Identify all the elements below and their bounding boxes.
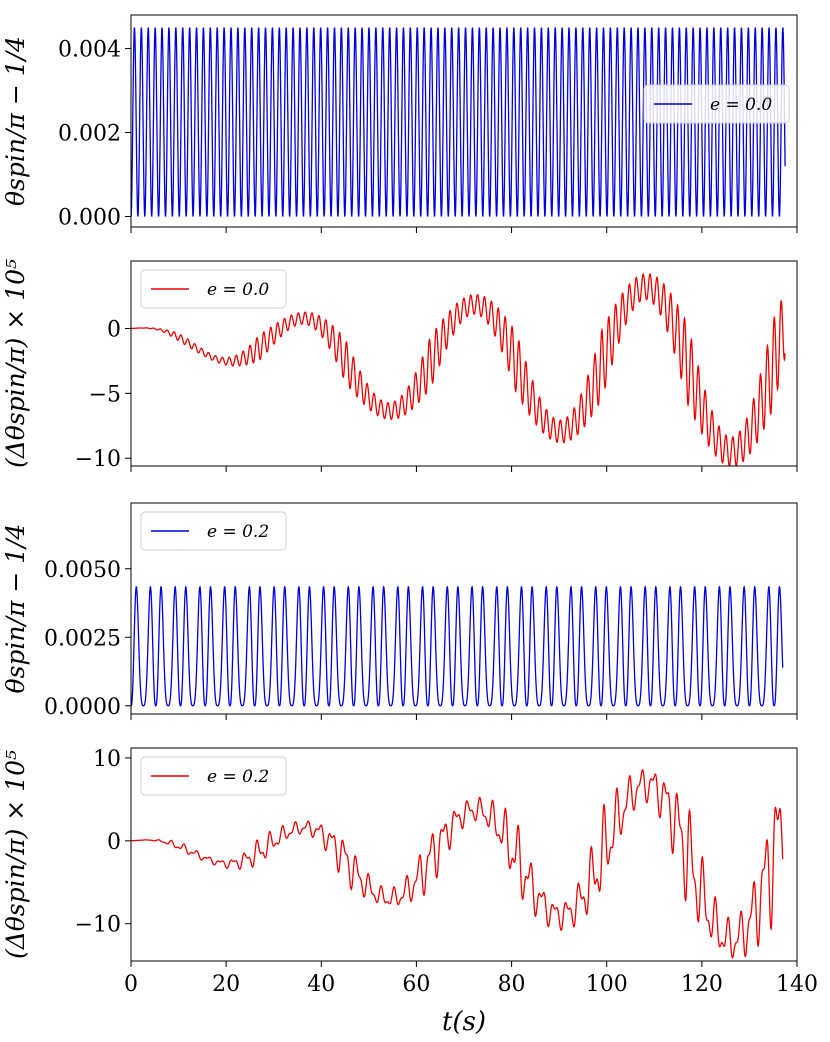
legend-label-panel-2: e = 0.0	[207, 280, 269, 300]
series-line-panel-1	[131, 27, 786, 217]
legend-box-panel-1	[643, 84, 790, 124]
ylabel-panel-1: θspin/π − 1/4	[1, 36, 30, 206]
ytick-label: −5	[89, 382, 121, 407]
series-line-panel-4	[131, 769, 784, 959]
legend-box-panel-4	[140, 756, 287, 796]
legend-label-panel-3: e = 0.2	[207, 522, 269, 542]
xtick-label: 80	[498, 972, 526, 997]
ytick-label: 0.000	[58, 206, 121, 231]
legend-label-panel-4: e = 0.2	[207, 767, 269, 787]
ylabel-panel-2: (Δθspin/π) × 10⁵	[1, 259, 30, 468]
ylabel-panel-4: (Δθspin/π) × 10⁵	[1, 750, 30, 959]
panel-1: 0.000 0.002 0.004 θspin/π − 1/4 e = 0.0	[1, 14, 798, 233]
legend-box-panel-2	[140, 269, 287, 309]
xtick-label: 120	[681, 972, 723, 997]
ytick-label: 0.004	[58, 38, 121, 63]
ytick-label: −10	[75, 913, 121, 938]
ytick-label: 0	[107, 830, 121, 855]
ytick-label: 0.0050	[44, 558, 121, 583]
xtick-label: 100	[586, 972, 628, 997]
ytick-label: 0.0025	[44, 626, 121, 651]
legend-label-panel-1: e = 0.0	[710, 95, 772, 115]
panel-2: 0 −5 −10 (Δθspin/π) × 10⁵ e = 0.0	[1, 259, 798, 472]
axes-frame-panel-3	[130, 502, 798, 715]
axes-frame-panel-4	[130, 747, 798, 962]
series-line-panel-2	[131, 273, 786, 466]
xlabel: t(s)	[442, 1007, 486, 1037]
xtick-label: 140	[776, 972, 818, 997]
ytick-label: 0.002	[58, 122, 121, 147]
axes-frame-panel-2	[130, 260, 798, 467]
legend-box-panel-3	[140, 511, 287, 551]
ylabel-panel-3: θspin/π − 1/4	[1, 524, 30, 694]
ytick-label: 0	[107, 317, 121, 342]
xtick-label: 60	[402, 972, 430, 997]
xtick-label: 20	[212, 972, 240, 997]
xtick-label: 40	[307, 972, 335, 997]
series-line-panel-3	[131, 585, 784, 707]
xtick-label: 0	[124, 972, 138, 997]
ytick-label: 0.0000	[44, 695, 121, 720]
ytick-label: −10	[75, 447, 121, 472]
axes-frame-panel-1	[130, 14, 798, 228]
ytick-label: 10	[93, 747, 121, 772]
panel-3: 0.0000 0.0025 0.0050 θspin/π − 1/4 e = 0.2	[1, 502, 798, 720]
